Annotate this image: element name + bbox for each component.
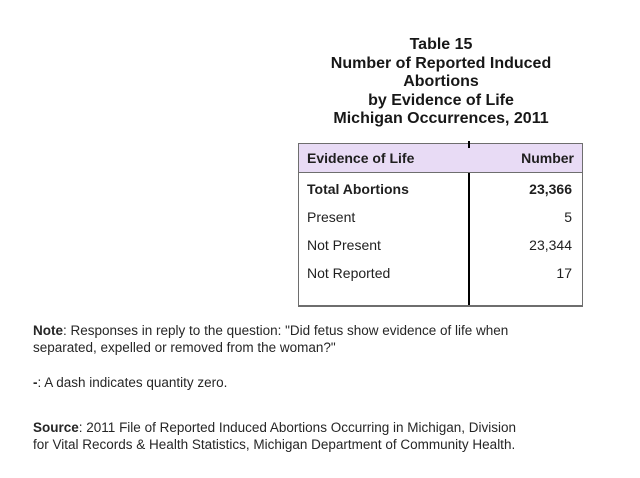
column-divider-tick [468,141,470,148]
column-header-evidence: Evidence of Life [307,150,415,166]
evidence-of-life-table: Evidence of Life Number Total Abortions … [298,141,583,307]
table-title-line: Michigan Occurrences, 2011 [333,110,549,127]
dash-text: : A dash indicates quantity zero. [37,375,228,390]
source-paragraph: Source: 2011 File of Reported Induced Ab… [33,419,608,453]
row-label: Present [307,209,356,225]
note-text: : Responses in reply to the question: "D… [63,323,509,338]
source-line: for Vital Records & Health Statistics, M… [33,437,516,452]
dash-symbol: - [33,375,38,390]
table-title-line: Abortions [403,73,479,90]
table-title-line: Table 15 [409,36,473,53]
table-header-row: Evidence of Life Number [298,141,583,173]
table-row: Not Present 23,344 [299,231,582,259]
dash-note: -: A dash indicates quantity zero. [33,374,608,391]
note-label: Note [33,323,63,338]
table-title-line: Number of Reported Induced [330,54,552,72]
table-row: Total Abortions 23,366 [299,175,582,203]
source-line: Source: 2011 File of Reported Induced Ab… [33,419,608,436]
row-value: 17 [556,265,572,281]
column-header-number: Number [521,150,574,166]
source-label: Source [33,420,79,435]
table-row: Not Reported 17 [299,259,582,287]
row-label: Not Present [307,237,381,253]
note-paragraph: Note: Responses in reply to the question… [33,322,608,356]
note-line: Note: Responses in reply to the question… [33,322,608,339]
row-value: 23,366 [529,181,572,197]
table-body: Total Abortions 23,366 Present 5 Not Pre… [298,173,583,307]
row-label: Total Abortions [307,181,409,197]
note-line: separated, expelled or removed from the … [33,340,336,355]
row-value: 23,344 [529,237,572,253]
table-title-line: by Evidence of Life [368,91,514,109]
table-title: Table 15 Number of Reported Induced Abor… [280,36,602,129]
row-value: 5 [564,209,572,225]
column-divider [468,173,470,305]
table-row: Present 5 [299,203,582,231]
row-label: Not Reported [307,265,391,281]
source-text: : 2011 File of Reported Induced Abortion… [78,420,517,435]
